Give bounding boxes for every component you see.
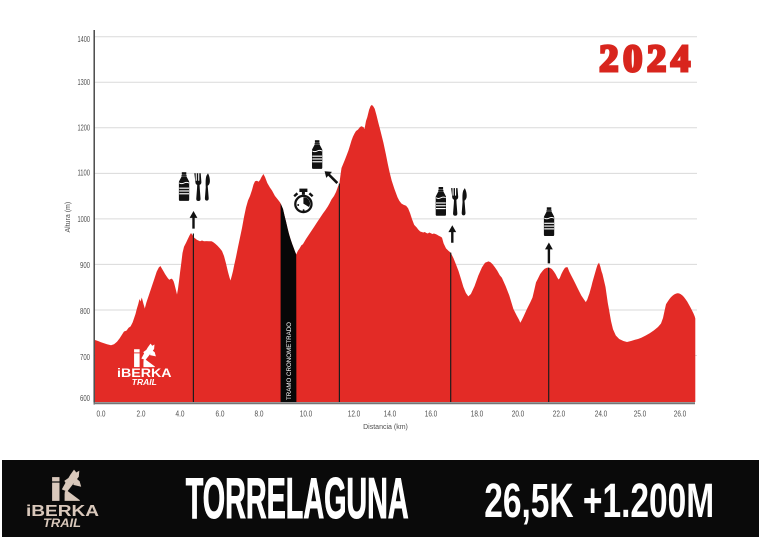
svg-text:25.0: 25.0 <box>634 409 647 419</box>
svg-text:14.0: 14.0 <box>384 409 397 419</box>
svg-text:900: 900 <box>80 260 90 270</box>
svg-text:iBERKA: iBERKA <box>26 503 100 520</box>
svg-text:1000: 1000 <box>78 214 91 224</box>
svg-text:TORRELAGUNA: TORRELAGUNA <box>186 467 409 531</box>
svg-text:18.0: 18.0 <box>471 409 484 419</box>
svg-text:26.0: 26.0 <box>674 409 687 419</box>
svg-text:0.0: 0.0 <box>97 409 106 419</box>
svg-text:8.0: 8.0 <box>255 409 264 419</box>
svg-text:22.0: 22.0 <box>553 409 566 419</box>
svg-text:4.0: 4.0 <box>176 409 185 419</box>
svg-text:1200: 1200 <box>78 123 91 133</box>
svg-text:24.0: 24.0 <box>595 409 608 419</box>
svg-text:2024: 2024 <box>599 38 694 80</box>
svg-text:12.0: 12.0 <box>348 409 361 419</box>
svg-text:20.0: 20.0 <box>512 409 525 419</box>
svg-text:1100: 1100 <box>78 168 91 178</box>
svg-text:2.0: 2.0 <box>137 409 146 419</box>
svg-text:1300: 1300 <box>78 77 91 87</box>
svg-text:700: 700 <box>80 352 90 362</box>
svg-text:600: 600 <box>80 393 90 403</box>
svg-text:1400: 1400 <box>78 34 91 44</box>
svg-text:iBERKA: iBERKA <box>117 368 172 380</box>
svg-text:Distancia (km): Distancia (km) <box>363 424 408 431</box>
svg-text:Altura (m): Altura (m) <box>65 202 72 233</box>
svg-text:16.0: 16.0 <box>425 409 438 419</box>
svg-text:800: 800 <box>80 306 90 316</box>
svg-text:10.0: 10.0 <box>300 409 313 419</box>
svg-text:TRAMO CRONOMETRADO: TRAMO CRONOMETRADO <box>286 322 293 400</box>
svg-text:6.0: 6.0 <box>216 409 225 419</box>
svg-text:26,5K +1.200M: 26,5K +1.200M <box>484 474 714 528</box>
svg-text:TRAIL: TRAIL <box>132 377 157 387</box>
svg-text:TRAIL: TRAIL <box>43 516 81 530</box>
